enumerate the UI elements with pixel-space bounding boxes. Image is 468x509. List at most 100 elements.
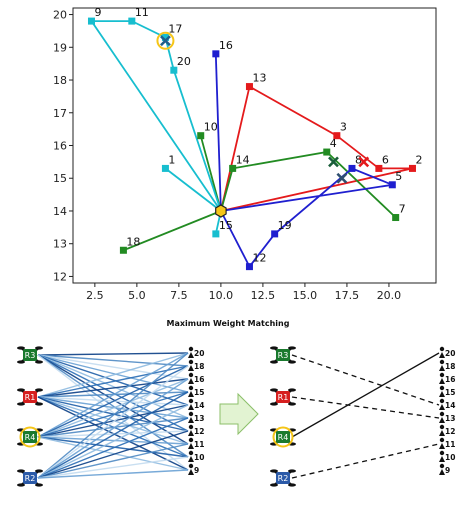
candidate-edge [37,354,189,406]
candidate-edge [37,436,189,471]
point-label: 8 [355,153,362,166]
candidate-edge [37,469,189,479]
y-tick-label: 17 [53,107,67,120]
user-head [188,450,194,456]
candidate-edge [37,365,189,438]
x-tick-label: 7.5 [170,289,188,302]
route-line [164,167,222,212]
drone-rotor [270,402,278,406]
robot-drone-left: R1 [17,388,43,406]
user-body [188,469,194,475]
route-line [220,167,396,269]
drone-body [276,431,290,443]
drone-rotor [288,346,296,350]
y-tick-label: 14 [53,205,67,218]
base-station-marker [215,204,227,218]
user-label: 11 [194,440,204,449]
plot-frame [72,7,437,284]
user-node-left: 18 [188,359,204,371]
matching-edge [291,352,440,438]
user-node-right: 12 [439,424,455,436]
robot-drone-left: R3 [17,346,43,364]
user-point [245,263,253,271]
user-node-left: 11 [188,437,204,449]
drone-rotor [17,360,25,364]
user-point [408,164,416,172]
user-point [170,66,178,74]
route-plot: 2.5 5.0 7.5 10.0 12.5 15.0 17.5 20.012131415161… [53,6,437,302]
robot-drone-right: R1 [270,388,296,406]
point-label: 20 [177,55,191,68]
user-body [439,417,445,423]
user-body [188,443,194,449]
x-tick-label: 15.0 [293,289,318,302]
y-tick-label: 13 [53,238,67,251]
x-tick-label: 10.0 [209,289,234,302]
user-head [188,437,194,443]
user-head [188,346,194,352]
candidate-edge [37,354,189,380]
user-head [188,372,194,378]
user-point [333,132,341,140]
user-head [439,450,445,456]
user-node-left: 16 [188,372,204,384]
user-label: 20 [194,349,204,358]
user-point [392,214,400,222]
candidate-edge [37,436,189,458]
x-tick-label: 2.5 [86,289,104,302]
user-point [212,50,220,58]
drone-rotor [270,469,278,473]
user-point [271,230,279,238]
user-node-right: 13 [439,411,455,423]
robot-label: R4 [278,433,289,442]
user-head [188,411,194,417]
user-body [188,456,194,462]
robot-drone-right: R4 [270,426,296,448]
candidate-edge [37,352,189,398]
candidate-edge [37,378,189,398]
point-label: 14 [236,153,250,166]
matching-edge [291,443,440,479]
candidate-edge [37,404,189,438]
point-label: 12 [252,252,266,265]
y-tick-label: 19 [53,41,67,54]
user-head [439,463,445,469]
user-head [439,372,445,378]
drone-body [23,472,37,484]
user-point [245,83,253,91]
user-head [188,463,194,469]
user-label: 18 [194,362,204,371]
transition-arrow [219,392,259,436]
point-label: 5 [395,170,402,183]
user-point [119,246,127,254]
user-body [439,378,445,384]
point-label: 4 [330,137,337,150]
user-node-left: 15 [188,385,204,397]
user-head [439,411,445,417]
user-body [188,417,194,423]
point-label: 18 [126,235,140,248]
candidate-edge [37,354,189,393]
user-body [188,378,194,384]
point-label: 1 [168,153,175,166]
drone-rotor [35,360,43,364]
user-head [439,398,445,404]
drone-rotor [17,469,25,473]
robot-highlight-ring [19,426,41,448]
robot-drone-right: R2 [270,469,296,487]
drone-rotor [17,346,25,350]
route-line [89,20,222,212]
user-node-left: 9 [188,463,199,475]
drone-rotor [270,483,278,487]
robot-cross-marker [160,35,171,47]
robot-label: R3 [25,351,36,360]
y-tick-label: 15 [53,172,67,185]
user-node-right: 14 [439,398,455,410]
user-point [212,230,220,238]
drone-body [23,391,37,403]
drone-rotor [288,483,296,487]
user-node-left: 14 [188,398,204,410]
user-node-right: 16 [439,372,455,384]
candidate-edge [37,354,189,367]
